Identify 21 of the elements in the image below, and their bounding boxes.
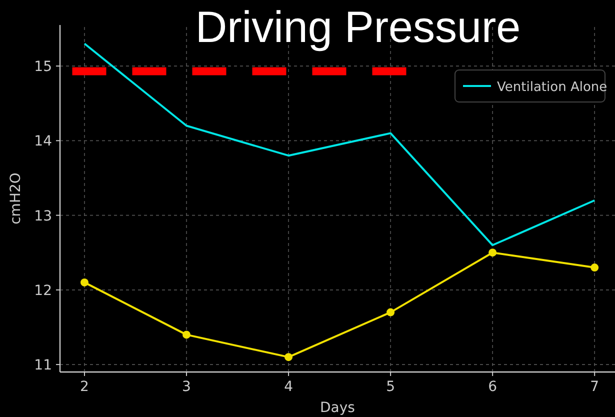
point <box>488 248 497 257</box>
y-tick-label: 12 <box>34 282 52 299</box>
x-tick-label: 2 <box>80 379 89 395</box>
x-tick-label: 7 <box>590 379 600 395</box>
point <box>590 264 599 272</box>
x-tick-label: 4 <box>284 379 294 395</box>
y-tick-label: 11 <box>34 358 52 374</box>
point <box>284 353 293 362</box>
chart-title: Driving Pressure <box>195 3 521 52</box>
x-tick-label: 5 <box>386 379 396 395</box>
x-tick-label: 6 <box>488 379 498 395</box>
point <box>80 278 88 286</box>
y-axis-title: cmH2O <box>8 172 24 224</box>
point <box>386 308 395 316</box>
y-tick-label: 13 <box>34 208 52 224</box>
x-tick-label: 3 <box>182 379 191 395</box>
y-tick-label: 14 <box>34 134 52 150</box>
point <box>182 330 191 339</box>
x-axis-title: Days <box>320 400 355 416</box>
legend-label: Ventilation Alone <box>497 80 608 95</box>
y-tick-label: 15 <box>34 59 52 76</box>
